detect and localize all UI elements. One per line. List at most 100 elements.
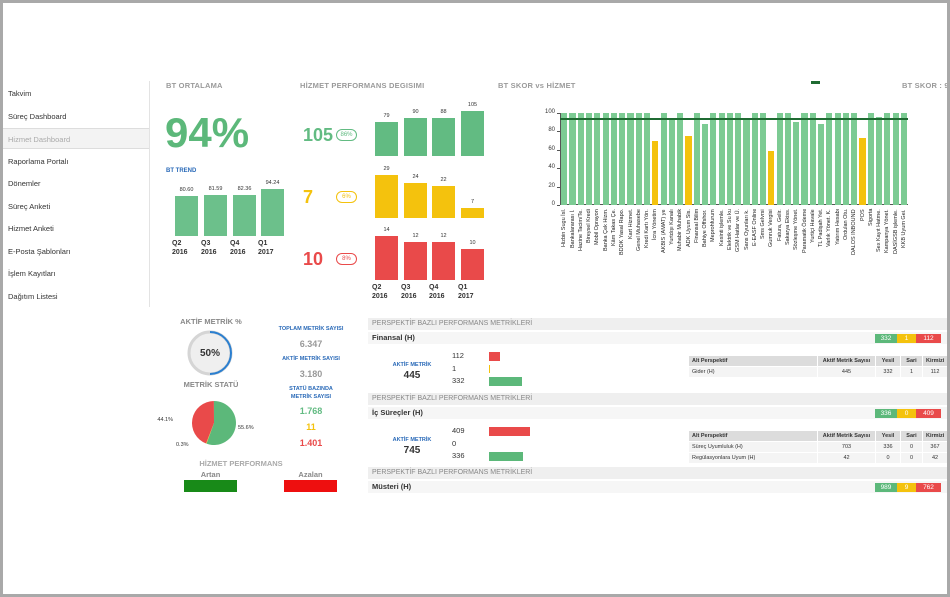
sidebar-item[interactable]: İşlem Kayıtları bbox=[8, 269, 56, 278]
x-tick-label: Fatura, Gelir. bbox=[776, 209, 783, 241]
x-tick-label: Finansal Bilim bbox=[693, 209, 700, 244]
reference-line bbox=[560, 117, 908, 120]
count-text: 6.347 bbox=[299, 339, 323, 349]
bar bbox=[619, 113, 626, 205]
bar bbox=[561, 113, 568, 205]
bar-count: 336 bbox=[452, 451, 465, 460]
table-header: Alt Perspektif bbox=[689, 431, 818, 441]
value-label: 79 bbox=[383, 113, 390, 120]
bar bbox=[586, 113, 593, 205]
title-text: AKTİF METRİK % bbox=[180, 317, 242, 326]
category-label: Q1 2017 bbox=[458, 284, 474, 300]
section-title: HİZMET PERFORMANS DEGISIMI bbox=[300, 81, 425, 90]
sidebar-item[interactable]: Raporlama Portalı bbox=[8, 156, 69, 166]
artan-bar bbox=[184, 480, 237, 492]
x-tick-label: Yatırım Hesabı bbox=[834, 209, 841, 246]
bar bbox=[489, 377, 523, 386]
y-tick bbox=[557, 131, 560, 133]
bar bbox=[859, 137, 866, 205]
aktif-count: 445 bbox=[403, 370, 421, 381]
value-label: 12 bbox=[440, 233, 447, 240]
x-tick-label: Elektrik ve Su ku bbox=[726, 209, 733, 250]
x-tick-label: İcra Yönetim bbox=[652, 209, 659, 240]
bar bbox=[735, 113, 742, 205]
bar bbox=[851, 113, 858, 205]
percent-badge: 8% bbox=[336, 253, 357, 265]
table-cell: 42 bbox=[923, 453, 947, 463]
bar-count: 0 bbox=[452, 438, 457, 448]
bar bbox=[751, 113, 758, 205]
table-header: Kirmizi bbox=[923, 431, 947, 441]
x-tick-label: DALOS INBOUND bbox=[851, 209, 858, 255]
percent-badge: 86% bbox=[336, 129, 357, 141]
y-tick-label: 0 bbox=[551, 201, 555, 207]
x-tick-label: Kart Hizmet. bbox=[627, 209, 634, 240]
bar bbox=[818, 124, 825, 205]
section-title: METRİK STATÜ bbox=[184, 380, 239, 389]
count-text: TOPLAM METRİK SAYISI bbox=[278, 326, 344, 332]
azalan-bar bbox=[284, 480, 337, 492]
x-tick-label: DASİGSB işlemle. bbox=[892, 209, 899, 254]
bar bbox=[726, 113, 733, 205]
bar bbox=[809, 113, 816, 205]
category-label: Q4 2016 bbox=[429, 284, 445, 300]
badge: 989 bbox=[875, 483, 897, 492]
artan-label: Artan bbox=[200, 470, 221, 479]
y-tick-label: 60 bbox=[548, 145, 555, 152]
value-label: 29 bbox=[383, 166, 390, 173]
section-header: PERSPEKTİF BAZLI PERFORMANS METRİKLERİ bbox=[368, 318, 947, 330]
badge: 9 bbox=[897, 483, 916, 492]
x-tick-label: Yurtdışı Kanalı bbox=[668, 209, 675, 245]
x-tick-label: Kâm Takas Çe. bbox=[610, 209, 617, 247]
sidebar-item[interactable]: Süreç Dashboard bbox=[8, 111, 67, 121]
table-cell: 0 bbox=[901, 442, 923, 452]
bar bbox=[261, 188, 284, 236]
table-cell: Gider (H) bbox=[689, 367, 818, 377]
x-tick-label: Ordulan Otu. bbox=[842, 209, 849, 241]
category-label: Q3 2016 bbox=[401, 284, 417, 300]
bar bbox=[404, 182, 427, 218]
x-tick-label: Sözleşme Yönet. bbox=[793, 209, 800, 251]
sidebar-item[interactable]: E-Posta Şablonları bbox=[8, 246, 71, 256]
sidebar-item[interactable]: Dağıtım Listesi bbox=[8, 291, 58, 301]
table-header: Yesil bbox=[876, 431, 901, 441]
bar bbox=[489, 427, 530, 436]
percent-badge: 6% bbox=[336, 191, 357, 203]
section-header: PERSPEKTİF BAZLI PERFORMANS METRİKLERİ bbox=[368, 467, 947, 479]
bar bbox=[204, 195, 227, 236]
legend-swatch bbox=[811, 81, 820, 84]
y-tick-label: 100 bbox=[544, 109, 555, 115]
sidebar-item[interactable]: Hizmet Anketi bbox=[8, 224, 54, 233]
bar bbox=[884, 113, 891, 205]
bar bbox=[652, 140, 659, 205]
bar bbox=[876, 116, 883, 205]
value-label: 14 bbox=[383, 227, 390, 234]
sidebar-item[interactable]: Hizmet Dashboard bbox=[3, 128, 149, 149]
bar bbox=[760, 113, 767, 205]
group-row: Finansal (H) bbox=[368, 332, 947, 344]
sidebar-item[interactable]: Süreç Anketi bbox=[8, 201, 51, 211]
bar bbox=[432, 185, 455, 218]
x-tick-label: POS bbox=[859, 209, 866, 221]
sidebar-item[interactable]: Takvim bbox=[8, 89, 32, 98]
section-title: BT ORTALAMA bbox=[166, 81, 223, 90]
bar-count: 332 bbox=[452, 376, 465, 385]
donut-label: 50% bbox=[200, 348, 220, 359]
table-cell: 1 bbox=[901, 367, 923, 377]
bar bbox=[610, 113, 617, 205]
y-tick bbox=[557, 168, 560, 170]
bar bbox=[892, 113, 899, 205]
table-cell: 445 bbox=[818, 367, 876, 377]
table-cell: 0 bbox=[901, 453, 923, 463]
bar bbox=[793, 122, 800, 205]
bar bbox=[842, 113, 849, 205]
aktif-label: AKTİF METRİK bbox=[392, 362, 432, 368]
table-cell: Süreç Uyumluluk (H) bbox=[689, 442, 818, 452]
donut-arc bbox=[209, 331, 232, 375]
table-header: Yesil bbox=[876, 356, 901, 366]
x-tick-label: Hazine Tacim/Te. bbox=[577, 209, 584, 251]
count: 10 bbox=[303, 249, 324, 269]
x-tick-label: Hizbin Sugu İsl. bbox=[561, 209, 568, 248]
table-header: Alt Perspektif bbox=[689, 356, 818, 366]
sidebar-item[interactable]: Dönemler bbox=[8, 179, 41, 188]
